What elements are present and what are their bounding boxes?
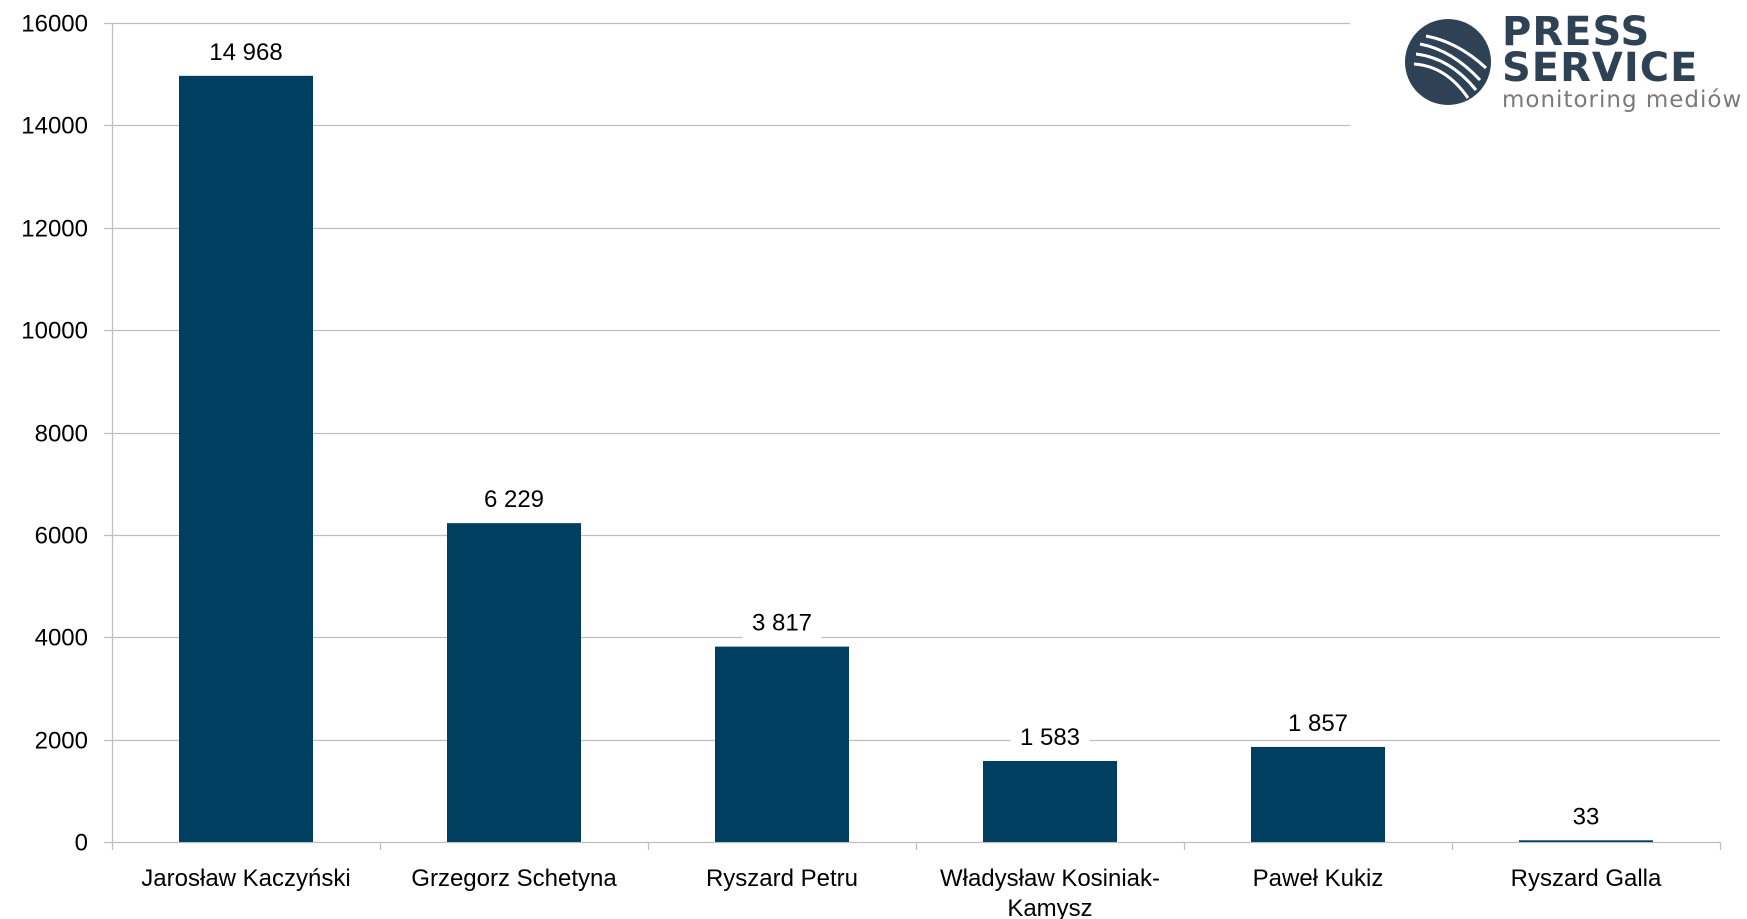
y-tick-label: 4000 <box>35 625 88 652</box>
press-service-logo: PRESS SERVICE monitoring mediów <box>1402 9 1747 114</box>
data-label-background <box>200 37 292 68</box>
data-labels: 14 968 6 229 3 817 1 583 1 857 33 <box>200 37 1606 833</box>
y-tick-labels: 0 2000 4000 6000 8000 10000 12000 14000 16000 <box>21 11 88 857</box>
logo-line1: PRESS <box>1502 9 1651 55</box>
data-label: 6 229 <box>484 486 544 513</box>
logo-tagline: monitoring mediów <box>1502 87 1743 113</box>
y-tick-label: 6000 <box>35 523 88 550</box>
bar <box>715 646 849 842</box>
y-tick-label: 14000 <box>21 113 88 140</box>
data-label-background <box>474 485 554 516</box>
category-label: Jarosław Kaczyński <box>141 865 350 892</box>
y-tick-label: 0 <box>75 830 88 857</box>
y-tick-label: 16000 <box>21 11 88 38</box>
y-tick-label: 8000 <box>35 421 88 448</box>
data-label-background <box>1010 722 1090 753</box>
gridlines <box>112 22 1720 742</box>
y-tick-label: 10000 <box>21 318 88 345</box>
axes <box>104 22 1722 850</box>
bar <box>179 75 313 842</box>
category-label: Władysław Kosiniak- <box>940 865 1160 892</box>
category-label: Paweł Kukiz <box>1253 865 1384 892</box>
category-labels: Jarosław Kaczyński Grzegorz Schetyna Rysza… <box>141 865 1662 919</box>
data-label: 1 583 <box>1020 724 1080 751</box>
data-label: 1 857 <box>1288 710 1348 737</box>
bar <box>1251 746 1385 842</box>
y-tick-label: 2000 <box>35 728 88 755</box>
data-label-background <box>1566 802 1606 833</box>
bar <box>983 760 1117 842</box>
y-tick-label: 12000 <box>21 216 88 243</box>
data-label-background <box>1278 708 1358 739</box>
category-label: Ryszard Galla <box>1511 865 1662 892</box>
bar <box>447 523 581 842</box>
logo-line2: SERVICE <box>1502 45 1699 91</box>
data-label: 3 817 <box>752 610 812 637</box>
bar <box>1519 840 1653 842</box>
category-label: Ryszard Petru <box>706 865 858 892</box>
data-label: 33 <box>1573 803 1600 830</box>
bars <box>179 75 1653 842</box>
logo-text: PRESS SERVICE monitoring mediów <box>1502 9 1747 114</box>
press-service-logo-icon <box>1405 19 1491 105</box>
data-label-background <box>742 608 822 639</box>
category-label: Grzegorz Schetyna <box>411 865 617 892</box>
data-label: 14 968 <box>209 39 282 66</box>
category-label: Kamysz <box>1007 895 1092 919</box>
